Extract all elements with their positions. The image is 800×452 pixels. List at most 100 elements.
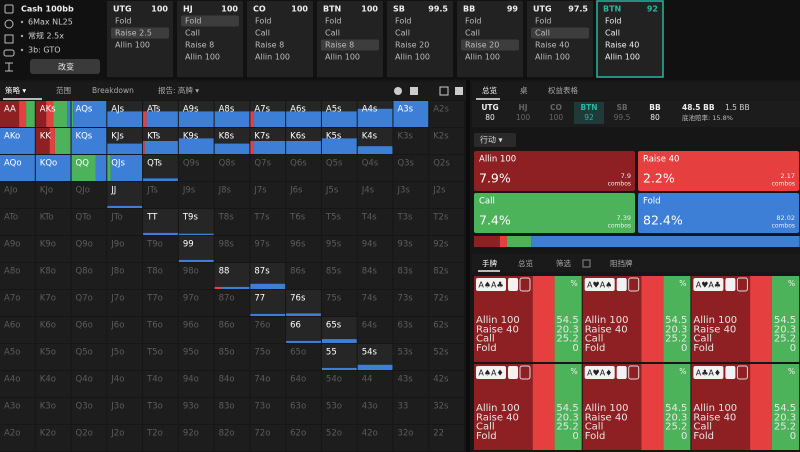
hand-cell[interactable]	[250, 290, 286, 316]
hand-label[interactable]: A7s	[254, 105, 270, 115]
hand-cell[interactable]	[357, 263, 393, 289]
hand-label[interactable]: JTo	[110, 213, 122, 223]
hand-cell[interactable]	[178, 263, 214, 289]
hand-label[interactable]: 97o	[183, 294, 199, 304]
hand-label[interactable]: A2o	[4, 429, 20, 439]
hand-label[interactable]: K9s	[183, 132, 199, 142]
hand-cell[interactable]	[393, 182, 429, 208]
right-tab[interactable]: 权益表格	[548, 85, 578, 95]
hand-cell[interactable]	[35, 263, 71, 289]
hand-cell[interactable]	[71, 209, 107, 235]
hand-label[interactable]: TT	[146, 213, 158, 223]
column-action[interactable]: Raise 40	[535, 41, 569, 50]
hand-label[interactable]: 64o	[290, 375, 306, 385]
hand-cell[interactable]	[107, 425, 143, 451]
hand-label[interactable]: 84s	[362, 267, 378, 277]
hand-cell[interactable]	[429, 101, 464, 127]
hand-label[interactable]: 52s	[433, 348, 449, 358]
strategy-tab[interactable]: 报告: 高牌 ▾	[158, 85, 199, 95]
hand-cell[interactable]	[214, 263, 250, 289]
hand-cell[interactable]	[35, 425, 71, 451]
action-box[interactable]	[638, 193, 799, 233]
hand-label[interactable]: ATo	[4, 213, 18, 223]
hand-label[interactable]: 73o	[254, 402, 270, 412]
hand-cell[interactable]	[178, 155, 214, 181]
right-tab[interactable]: 总览	[482, 85, 497, 95]
hand-label[interactable]: 64s	[362, 321, 378, 331]
hand-label[interactable]: K8s	[219, 132, 235, 142]
hand-label[interactable]: 97s	[254, 240, 270, 250]
hand-cell[interactable]	[0, 425, 35, 451]
column-action[interactable]: Call	[255, 29, 270, 38]
hand-label[interactable]: K9o	[40, 240, 56, 250]
hand-cell[interactable]	[393, 128, 429, 154]
hand-label[interactable]: 62s	[433, 321, 449, 331]
hand-cell[interactable]	[286, 317, 321, 343]
column-action[interactable]: Allin 100	[465, 53, 500, 62]
hand-cell[interactable]	[393, 371, 429, 397]
hand-cell[interactable]	[107, 263, 143, 289]
hand-label[interactable]: 93o	[183, 402, 199, 412]
hand-cell[interactable]	[214, 209, 250, 235]
icon[interactable]	[455, 87, 463, 95]
change-button-label[interactable]: 改变	[58, 62, 74, 72]
action-column[interactable]	[107, 1, 173, 77]
hand-label[interactable]: 54o	[326, 375, 342, 385]
hand-label[interactable]: KK	[40, 132, 52, 142]
hand-cell[interactable]	[71, 236, 107, 262]
column-action[interactable]: Call	[395, 29, 410, 38]
hand-label[interactable]: K3s	[397, 132, 413, 142]
hand-cell[interactable]	[35, 182, 71, 208]
hand-cell[interactable]	[0, 236, 35, 262]
hand-cell[interactable]	[429, 344, 464, 370]
hand-cell[interactable]	[429, 155, 464, 181]
column-action[interactable]: Fold	[185, 17, 202, 26]
hand-cell[interactable]	[0, 182, 35, 208]
hand-label[interactable]: J8s	[218, 186, 232, 196]
hand-label[interactable]: J6o	[110, 321, 124, 331]
hand-label[interactable]: J7o	[110, 294, 124, 304]
hand-cell[interactable]	[321, 425, 357, 451]
hand-cell[interactable]	[35, 371, 71, 397]
hand-label[interactable]: 53o	[326, 402, 342, 412]
hand-label[interactable]: KJo	[40, 186, 53, 196]
hand-cell[interactable]	[429, 128, 464, 154]
hand-cell[interactable]	[143, 236, 178, 262]
hand-label[interactable]: T2o	[146, 429, 163, 439]
column-action[interactable]: Fold	[535, 17, 552, 26]
hand-label[interactable]: 55	[326, 348, 337, 358]
hand-label[interactable]: T6s	[289, 213, 306, 223]
hand-cell[interactable]	[107, 344, 143, 370]
hand-cell[interactable]	[214, 182, 250, 208]
strategy-tab[interactable]: 策略 ▾	[5, 85, 26, 95]
hand-cell[interactable]	[286, 236, 321, 262]
hand-cell[interactable]	[0, 290, 35, 316]
hand-cell[interactable]	[393, 290, 429, 316]
hand-label[interactable]: 43s	[397, 375, 413, 385]
hand-label[interactable]: 42s	[433, 375, 449, 385]
hand-cell[interactable]	[429, 182, 464, 208]
hand-cell[interactable]	[321, 317, 357, 343]
hand-cell[interactable]	[357, 155, 393, 181]
hand-label[interactable]: A3s	[397, 105, 413, 115]
hand-cell[interactable]	[178, 209, 214, 235]
hand-label[interactable]: Q9s	[183, 159, 200, 169]
hand-label[interactable]: 53s	[397, 348, 413, 358]
hand-cell[interactable]	[71, 371, 107, 397]
hand-label[interactable]: T4o	[146, 375, 163, 385]
hand-label[interactable]: J5o	[110, 348, 124, 358]
column-action[interactable]: Raise 20	[465, 41, 499, 50]
hand-label[interactable]: Q9o	[76, 240, 93, 250]
column-action[interactable]: Allin 100	[255, 53, 290, 62]
hand-label[interactable]: AKo	[4, 132, 20, 142]
icon[interactable]	[410, 87, 418, 95]
hand-label[interactable]: 32o	[397, 429, 413, 439]
column-action[interactable]: Allin 100	[115, 41, 150, 50]
hand-cell[interactable]	[286, 344, 321, 370]
hand-cell[interactable]	[250, 425, 286, 451]
hand-label[interactable]: T9s	[182, 213, 199, 223]
hand-cell[interactable]	[393, 155, 429, 181]
hand-label[interactable]: AJo	[4, 186, 18, 196]
action-box[interactable]	[474, 151, 635, 191]
hand-cell[interactable]	[393, 236, 429, 262]
